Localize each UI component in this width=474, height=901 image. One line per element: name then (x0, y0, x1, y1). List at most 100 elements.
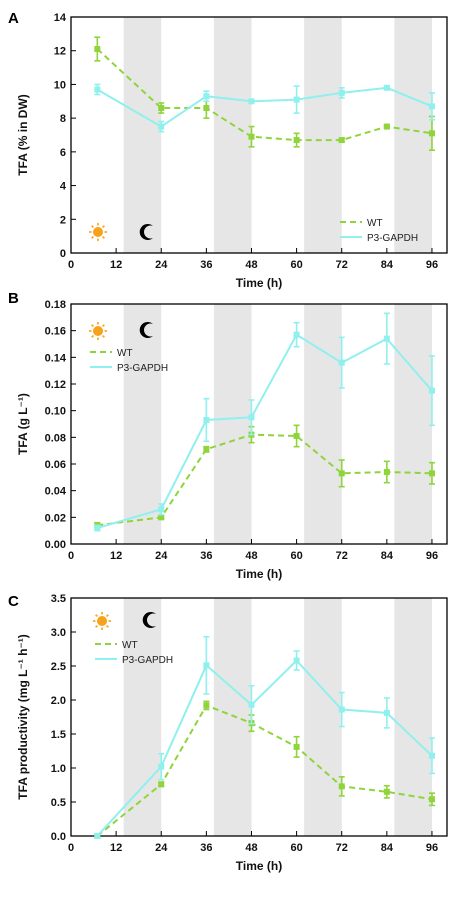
night-band (213, 598, 252, 836)
data-point (428, 103, 435, 110)
moon-icon (139, 321, 153, 338)
data-point (158, 781, 165, 788)
data-point (203, 702, 210, 709)
x-tick-label: 72 (336, 259, 348, 271)
data-point (428, 130, 435, 137)
x-tick-label: 12 (110, 842, 122, 854)
y-tick-label: 0.0 (51, 831, 66, 843)
data-point (158, 105, 165, 112)
y-tick-label: 0.02 (45, 512, 66, 524)
data-point (158, 514, 165, 521)
panel-c-letter: C (8, 593, 19, 610)
data-point (203, 417, 210, 423)
data-point (248, 701, 255, 708)
data-point (293, 433, 300, 439)
data-point (428, 470, 435, 477)
x-tick-label: 72 (336, 550, 348, 562)
x-tick-label: 24 (155, 550, 168, 562)
panel-a-letter: A (8, 10, 19, 27)
night-band (304, 304, 342, 544)
y-tick-label: 4 (60, 181, 67, 193)
y-tick-label: 2.0 (51, 695, 66, 707)
y-tick-label: 10 (54, 79, 66, 91)
data-point (248, 133, 255, 140)
y-tick-label: 0.10 (45, 406, 66, 418)
x-tick-label: 84 (381, 550, 394, 562)
x-tick-label: 12 (110, 550, 122, 562)
data-point (203, 446, 210, 453)
moon-icon (139, 224, 153, 240)
y-tick-label: 0.00 (45, 539, 66, 551)
x-tick-label: 96 (426, 259, 438, 271)
y-tick-label: 2.5 (51, 661, 66, 673)
legend-label: P3-GAPDH (367, 233, 418, 244)
data-point (158, 506, 165, 513)
data-point (383, 788, 390, 795)
legend: WT P3-GAPDH (340, 218, 418, 244)
y-tick-label: 0.18 (45, 299, 66, 311)
y-axis-title: TFA productivity (mg L⁻¹ h⁻¹) (16, 634, 30, 800)
data-point (248, 414, 255, 421)
data-point (94, 525, 101, 531)
y-tick-label: 2 (60, 214, 66, 226)
x-axis-title: Time (h) (236, 859, 282, 873)
data-point (158, 763, 165, 770)
data-point (383, 335, 390, 342)
y-tick-label: 0.04 (45, 486, 67, 498)
x-tick-label: 48 (245, 550, 257, 562)
x-tick-label: 36 (200, 550, 212, 562)
y-tick-label: 6 (60, 147, 66, 159)
legend: WT P3-GAPDH (90, 348, 168, 374)
y-tick-label: 1.5 (51, 729, 66, 741)
plot-frame (70, 303, 448, 545)
x-tick-label: 60 (290, 259, 302, 271)
data-point (338, 137, 345, 144)
sun-icon (93, 612, 111, 630)
night-band (123, 304, 162, 544)
series-line-p3-gapdh (96, 86, 433, 128)
night-band (394, 304, 432, 544)
panel-c: 0 12 24 36 48 60 72 84 96 0.0 0.5 1.0 1.5 2.0 2.5 3.0 3.… (16, 593, 448, 873)
legend-label: WT (117, 348, 133, 359)
data-point (338, 89, 345, 96)
data-point (383, 709, 390, 716)
x-tick-label: 36 (200, 259, 212, 271)
x-tick-label: 48 (245, 842, 257, 854)
data-point (94, 46, 101, 53)
y-tick-label: 12 (54, 46, 66, 58)
x-tick-label: 24 (155, 259, 168, 271)
x-tick-label: 0 (68, 842, 74, 854)
y-tick-label: 8 (60, 113, 66, 125)
night-band (213, 304, 252, 544)
data-point (338, 359, 345, 366)
y-axis-title: TFA (g L⁻¹) (16, 393, 30, 455)
data-point (293, 96, 300, 103)
x-tick-label: 96 (426, 550, 438, 562)
series-line-p3-gapdh (97, 333, 433, 529)
data-point (293, 137, 300, 144)
moon-icon (142, 611, 156, 628)
legend: WT P3-GAPDH (95, 640, 173, 666)
x-tick-label: 48 (245, 259, 257, 271)
y-tick-label: 0.08 (45, 432, 66, 444)
data-point (94, 86, 101, 93)
data-point (94, 833, 101, 839)
legend-label: WT (367, 218, 383, 229)
y-tick-label: 0.5 (51, 797, 66, 809)
x-tick-label: 96 (426, 842, 438, 854)
plot-frame (70, 16, 448, 254)
legend-label: P3-GAPDH (117, 363, 168, 374)
series-line-wt (97, 433, 433, 527)
y-tick-label: 0.06 (45, 459, 66, 471)
night-band (394, 17, 432, 253)
data-point (383, 469, 390, 475)
series-line-p3-gapdh (96, 659, 433, 837)
y-tick-label: 0.14 (45, 352, 67, 364)
data-point (428, 752, 435, 759)
x-tick-label: 84 (381, 259, 394, 271)
y-tick-label: 0.16 (45, 326, 66, 338)
data-point (428, 387, 435, 394)
x-tick-label: 60 (290, 550, 302, 562)
series-line-wt (96, 48, 433, 142)
